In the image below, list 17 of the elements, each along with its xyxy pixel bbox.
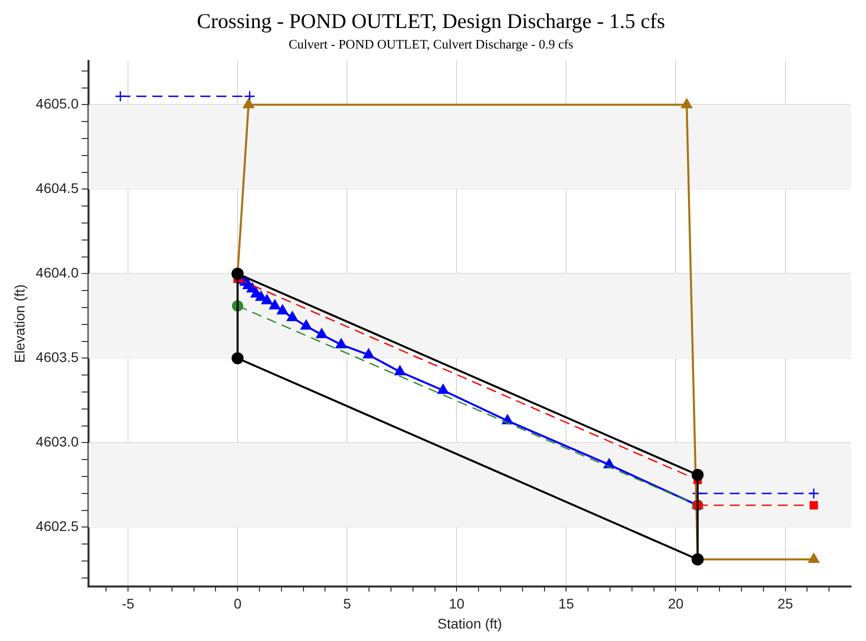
x-tick-label: 20: [668, 596, 684, 612]
y-tick-label: 4604.5: [36, 180, 79, 196]
chart-title: Crossing - POND OUTLET, Design Discharge - 1.5 cfs: [196, 9, 666, 34]
x-tick-label: 0: [234, 596, 242, 612]
x-tick-label: 5: [343, 596, 352, 612]
x-tick-label: 25: [777, 596, 794, 612]
y-axis-title: Elevation (ft): [11, 284, 28, 363]
y-tick-label: 4602.5: [36, 518, 79, 534]
x-tick-label: -5: [122, 596, 134, 612]
y-tick-label: 4603.5: [36, 349, 79, 366]
y-tick-label: 4605.0: [36, 96, 79, 112]
y-tick-label: 4603.0: [36, 434, 79, 450]
x-tick-label: 10: [448, 596, 465, 612]
x-axis-title: Station (ft): [438, 615, 502, 632]
y-tick-label: 4604.0: [36, 264, 79, 281]
chart-subtitle: Culvert - POND OUTLET, Culvert Discharge - 0.9 cfs: [288, 36, 574, 52]
x-tick-label: 15: [558, 596, 574, 612]
